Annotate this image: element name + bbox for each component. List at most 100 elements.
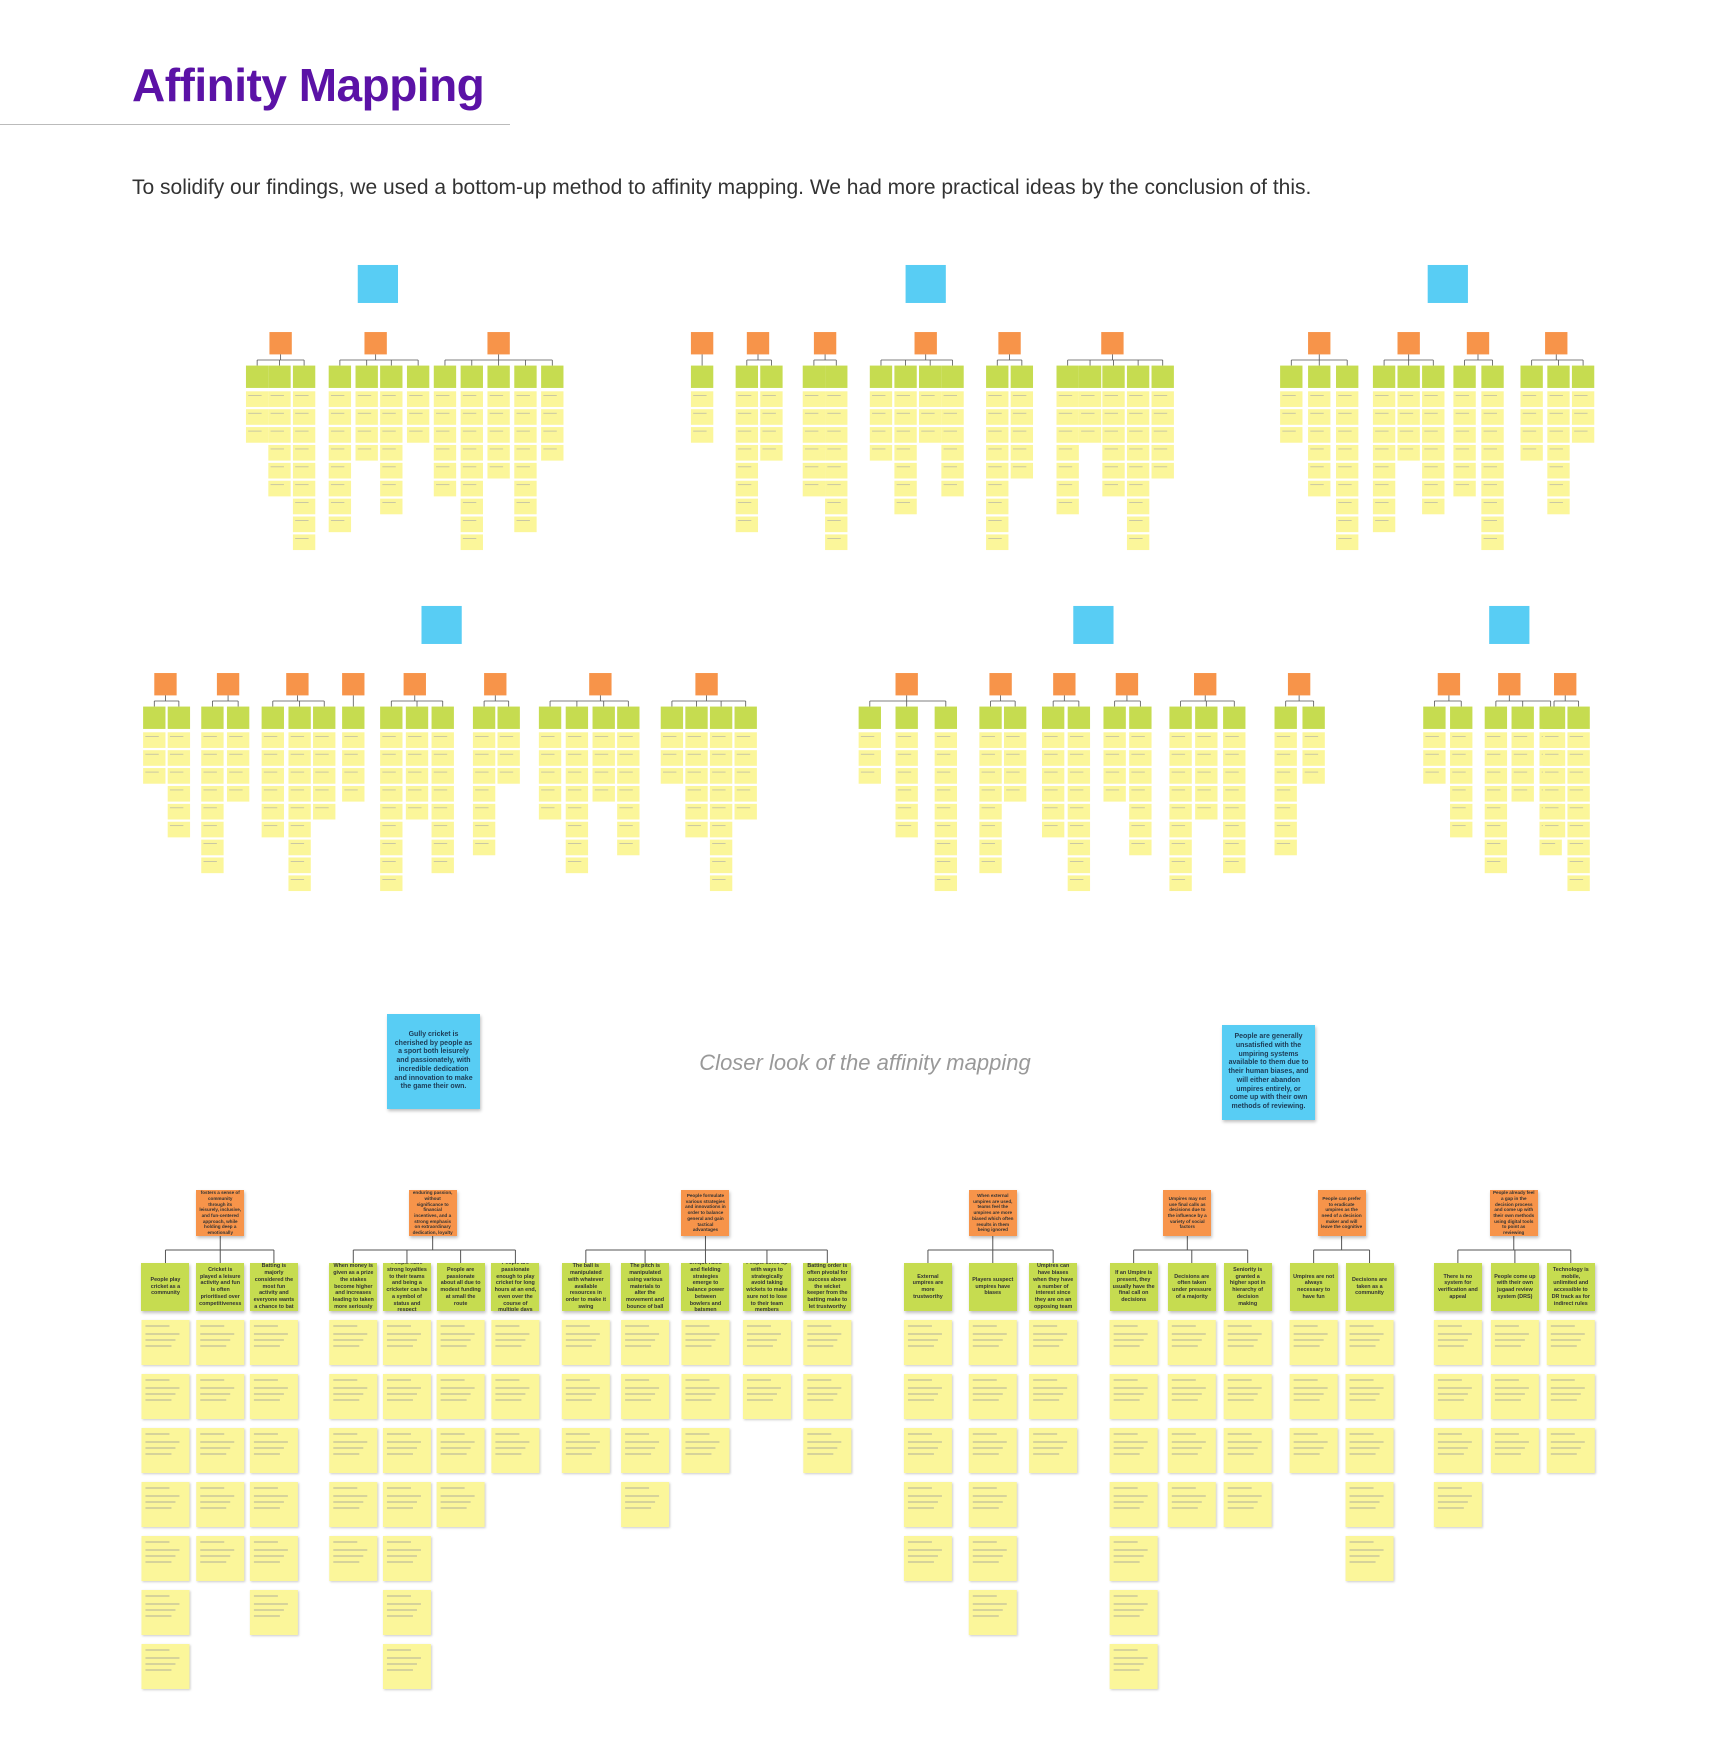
label-note: People play cricket as a community: [141, 1263, 190, 1311]
overview-sticky-note: [460, 427, 483, 443]
sticky-note: [196, 1320, 245, 1365]
overview-label-note: [288, 706, 311, 729]
overview-sticky-note: [433, 462, 457, 479]
overview-sticky-note: [405, 750, 429, 766]
sticky-note: [1345, 1320, 1394, 1365]
sticky-note: [141, 1482, 190, 1527]
overview-label-note: [979, 706, 1002, 729]
overview-sticky-note: [380, 821, 403, 838]
overview-label-note: [1397, 365, 1420, 388]
overview-sticky-note: [895, 750, 918, 766]
label-note: People come up with ways to strategicall…: [742, 1263, 791, 1311]
overview-sticky-note: [1422, 391, 1445, 407]
overview-sticky-note: [1056, 391, 1079, 407]
overview-label-note: [167, 706, 191, 729]
overview-sticky-note: [858, 768, 881, 784]
overview-sticky-note: [1484, 803, 1508, 820]
sticky-note: [382, 1374, 431, 1419]
sticky-note: [141, 1536, 190, 1581]
overview-sticky-note: [406, 409, 430, 425]
overview-sticky-note: [1308, 480, 1331, 497]
overview-label-note: [1129, 706, 1152, 729]
group-note: A multitude of enduring passion, without…: [408, 1190, 457, 1236]
label-note: Cricket is played a leisure activity and…: [196, 1263, 245, 1311]
overview-sticky-note: [1453, 462, 1476, 479]
overview-sticky-note: [1542, 785, 1566, 802]
overview-label-note: [1542, 706, 1566, 729]
overview-sticky-note: [734, 750, 757, 766]
sticky-note: [249, 1320, 298, 1365]
overview-sticky-note: [288, 750, 311, 766]
overview-sticky-note: [460, 516, 483, 533]
sticky-note: [621, 1320, 670, 1365]
overview-sticky-note: [1372, 462, 1396, 479]
overview-sticky-note: [380, 785, 403, 802]
overview-sticky-note: [1195, 768, 1218, 784]
overview-label-note: [226, 706, 250, 729]
overview-label-note: [934, 706, 958, 729]
sticky-note: [141, 1320, 190, 1365]
overview-label-note: [261, 706, 284, 729]
overview-label-note: [1103, 706, 1126, 729]
overview-sticky-note: [894, 498, 917, 515]
sticky-note: [382, 1536, 431, 1581]
sticky-note: [803, 1374, 852, 1419]
overview-label-note: [1422, 365, 1445, 388]
overview-sticky-note: [1223, 821, 1246, 838]
overview-label-note: [1547, 365, 1570, 388]
overview-sticky-note: [1274, 750, 1297, 766]
overview-sticky-note: [1453, 480, 1476, 497]
overview-sticky-note: [1484, 821, 1508, 838]
overview-sticky-note: [825, 462, 848, 479]
overview-sticky-note: [143, 768, 166, 784]
overview-sticky-note: [405, 785, 429, 802]
overview-sticky-note: [934, 857, 958, 874]
overview-label-note: [709, 706, 733, 729]
overview-sticky-note: [380, 732, 403, 748]
overview-sticky-note: [1308, 444, 1331, 461]
overview-sticky-note: [1103, 768, 1126, 784]
overview-sticky-note: [1195, 803, 1218, 820]
overview-sticky-note: [918, 427, 942, 443]
overview-label-note: [1067, 706, 1091, 729]
overview-sticky-note: [433, 391, 457, 407]
overview-sticky-note: [934, 821, 958, 838]
overview-sticky-note: [802, 391, 826, 407]
overview-sticky-note: [460, 534, 483, 551]
overview-label-note: [1308, 365, 1331, 388]
overview-label-note: [1567, 706, 1590, 729]
label-note: People come up with their own jugaad rev…: [1490, 1263, 1539, 1311]
overview-sticky-note: [1567, 821, 1590, 838]
overview-sticky-note: [380, 427, 403, 443]
overview-sticky-note: [433, 427, 457, 443]
overview-label-note: [405, 706, 429, 729]
overview-sticky-note: [1169, 750, 1192, 766]
overview-sticky-note: [1453, 444, 1476, 461]
overview-sticky-note: [380, 768, 403, 784]
overview-label-note: [895, 706, 918, 729]
overview-sticky-note: [1481, 462, 1504, 479]
overview-sticky-note: [1450, 785, 1473, 802]
overview-sticky-note: [869, 391, 893, 407]
overview-sticky-note: [472, 750, 496, 766]
overview-sticky-note: [487, 444, 510, 461]
page-title: Affinity Mapping: [132, 59, 485, 111]
sticky-note: [491, 1374, 540, 1419]
overview-label-note: [565, 706, 589, 729]
sticky-note: [968, 1374, 1017, 1419]
overview-sticky-note: [1453, 391, 1476, 407]
overview-label-note: [538, 706, 562, 729]
overview-sticky-note: [1041, 803, 1065, 820]
label-note: People are passionate about all due to m…: [436, 1263, 485, 1311]
overview-sticky-note: [1481, 516, 1504, 533]
overview-sticky-note: [514, 427, 537, 443]
overview-sticky-note: [734, 785, 757, 802]
sticky-note: [436, 1428, 485, 1473]
overview-sticky-note: [380, 857, 403, 874]
overview-sticky-note: [1129, 839, 1152, 856]
overview-label-note: [918, 365, 942, 388]
overview-sticky-note: [1422, 462, 1445, 479]
overview-group-note: [286, 673, 309, 696]
overview-sticky-note: [487, 462, 510, 479]
overview-sticky-note: [1567, 839, 1590, 856]
